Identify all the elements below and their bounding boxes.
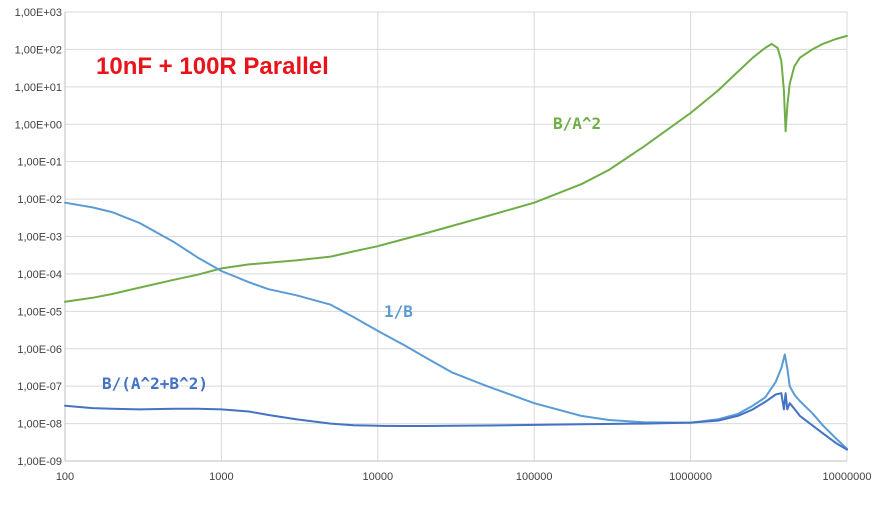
x-tick-label: 1000000 bbox=[669, 471, 712, 483]
x-tick-label: 100000 bbox=[516, 471, 553, 483]
series-labels: B/A^2 1/B B/(A^2+B^2) bbox=[102, 114, 601, 393]
y-tick-label: 1,00E-06 bbox=[17, 344, 62, 356]
x-tick-labels: 100 1000 10000 100000 1000000 10000000 bbox=[56, 471, 872, 483]
y-tick-label: 1,00E-04 bbox=[17, 269, 62, 281]
y-tick-label: 1,00E-07 bbox=[17, 381, 62, 393]
x-tick-label: 1000 bbox=[209, 471, 233, 483]
series-label-2: B/(A^2+B^2) bbox=[102, 374, 208, 393]
y-tick-label: 1,00E-08 bbox=[17, 419, 62, 431]
y-tick-label: 1,00E-01 bbox=[17, 157, 62, 169]
y-tick-label: 1,00E-09 bbox=[17, 456, 62, 468]
series-label-0: B/A^2 bbox=[553, 114, 601, 133]
x-tick-label: 10000 bbox=[363, 471, 394, 483]
gridlines bbox=[65, 11, 848, 461]
series-lines bbox=[64, 34, 848, 451]
x-tick-label: 10000000 bbox=[823, 471, 872, 483]
y-tick-label: 1,00E+03 bbox=[15, 7, 62, 19]
y-tick-label: 1,00E+01 bbox=[15, 82, 62, 94]
series-label-1: 1/B bbox=[384, 302, 413, 321]
x-tick-label: 100 bbox=[56, 471, 74, 483]
axes bbox=[64, 12, 847, 462]
y-tick-label: 1,00E-05 bbox=[17, 306, 62, 318]
series-line-1 bbox=[64, 201, 848, 450]
series-line-2 bbox=[64, 392, 848, 451]
y-tick-label: 1,00E-03 bbox=[17, 232, 62, 244]
y-tick-label: 1,00E+00 bbox=[15, 119, 62, 131]
y-tick-label: 1,00E-02 bbox=[17, 194, 62, 206]
chart-title: 10nF + 100R Parallel bbox=[96, 53, 329, 80]
series-line-0 bbox=[64, 34, 848, 303]
y-tick-label: 1,00E+02 bbox=[15, 44, 62, 56]
y-tick-labels: 1,00E-09 1,00E-08 1,00E-07 1,00E-06 1,00E-05… bbox=[15, 7, 62, 468]
